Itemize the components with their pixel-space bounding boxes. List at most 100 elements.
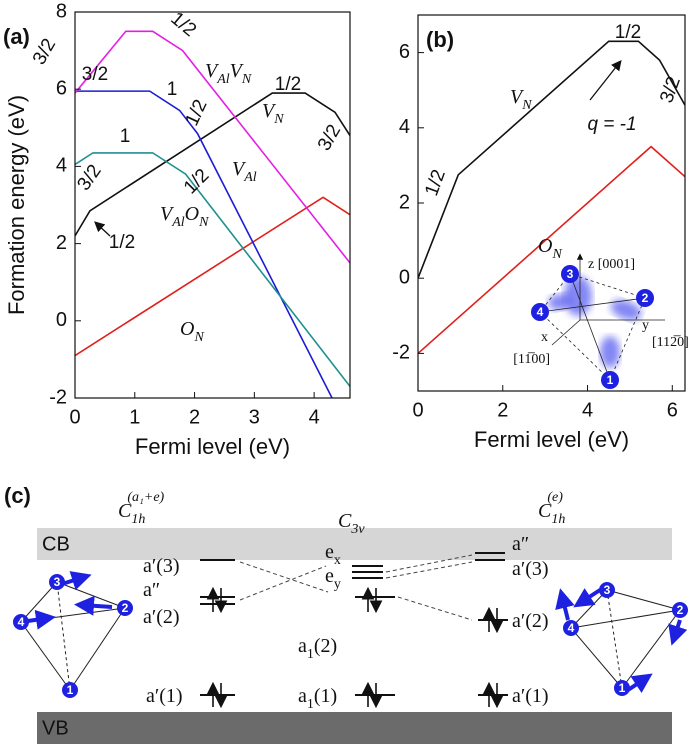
axis-direction: [11̅00] bbox=[513, 352, 550, 367]
displacement bbox=[555, 588, 575, 621]
correlation bbox=[385, 561, 473, 579]
series-label-part: N bbox=[193, 330, 204, 345]
x-axis-label: Fermi level (eV) bbox=[135, 434, 290, 459]
header-sup: (a₁+e) bbox=[127, 490, 164, 505]
series-label-part: V bbox=[205, 60, 220, 82]
atom-number: 3 bbox=[567, 267, 574, 281]
series-label-part: N bbox=[521, 98, 532, 113]
atom-number: 4 bbox=[18, 615, 25, 629]
series-label: VN bbox=[510, 86, 532, 113]
level-label: a′(1) bbox=[512, 685, 549, 707]
atom-number: 2 bbox=[677, 603, 684, 617]
series-label-part: V bbox=[230, 60, 245, 82]
annotation: 3/2 bbox=[29, 35, 60, 68]
level-label-part: a′(1) bbox=[512, 685, 549, 707]
series-line bbox=[418, 40, 685, 279]
bond bbox=[20, 581, 58, 623]
atom-number: 1 bbox=[619, 681, 626, 695]
y-tick-label: 6 bbox=[399, 41, 410, 63]
level-label-part: 1 bbox=[307, 697, 314, 712]
atom bbox=[563, 620, 579, 636]
annotation: 1/2 bbox=[181, 96, 211, 129]
level-label-part: a″ bbox=[143, 579, 160, 601]
annotation: 1 bbox=[167, 79, 178, 100]
annotation: 1/2 bbox=[180, 165, 214, 199]
arrow bbox=[589, 59, 622, 101]
annotation: 3/2 bbox=[314, 121, 345, 154]
header-part: 1h bbox=[131, 512, 145, 527]
atom-number: 2 bbox=[642, 291, 649, 305]
axis-direction: x bbox=[541, 330, 548, 345]
header: C3v bbox=[338, 510, 365, 537]
atom-number: 3 bbox=[54, 575, 61, 589]
series-label-part: V bbox=[232, 158, 247, 180]
level-label-part: a bbox=[298, 685, 307, 707]
level-label-part: 1 bbox=[307, 647, 314, 662]
series-label: VAl bbox=[232, 158, 257, 185]
series-label-part: N bbox=[273, 112, 284, 127]
level-label-part: a′(1) bbox=[146, 685, 183, 707]
bond bbox=[606, 589, 681, 611]
atom bbox=[531, 303, 549, 321]
series-label-part: Al bbox=[243, 170, 257, 185]
atom bbox=[561, 265, 579, 283]
level-label: ex bbox=[325, 541, 341, 568]
bond bbox=[570, 627, 623, 689]
displacement bbox=[668, 619, 688, 646]
header: C1h (a₁+e) bbox=[118, 490, 165, 527]
series-label: VAlON bbox=[160, 203, 209, 230]
orbital-lobe bbox=[610, 299, 642, 321]
bond bbox=[69, 607, 126, 691]
level-label-part: y bbox=[334, 577, 341, 592]
atom bbox=[117, 600, 133, 616]
x-tick-label: 0 bbox=[412, 399, 423, 421]
series-label: VAlVN bbox=[205, 60, 252, 87]
y-tick-label: 4 bbox=[399, 116, 410, 138]
level-label-part: e bbox=[325, 565, 334, 587]
atom bbox=[13, 614, 29, 630]
header: C1h (e) bbox=[538, 490, 565, 527]
plot-frame bbox=[417, 14, 686, 392]
y-tick-label: 0 bbox=[56, 309, 67, 331]
series-line bbox=[75, 30, 350, 264]
bond bbox=[569, 273, 646, 299]
level-label: a″ bbox=[143, 579, 160, 601]
level-label-part: a′(3) bbox=[512, 558, 549, 580]
series-line bbox=[75, 196, 350, 357]
level-label: a″ bbox=[512, 533, 529, 555]
arrow bbox=[94, 221, 111, 237]
header-part: 1h bbox=[551, 512, 565, 527]
panel-label: (a) bbox=[3, 24, 30, 49]
atom bbox=[672, 602, 688, 618]
axis-x bbox=[551, 319, 581, 346]
series-label-part: V bbox=[510, 86, 525, 108]
atom bbox=[49, 574, 65, 590]
level-label-part: a′(3) bbox=[143, 555, 180, 577]
series-label-part: O bbox=[185, 203, 199, 225]
series-line bbox=[75, 92, 350, 237]
atom-number: 3 bbox=[604, 583, 611, 597]
orbital-lobe bbox=[600, 336, 620, 368]
atom bbox=[599, 582, 615, 598]
header-part: C bbox=[118, 500, 132, 522]
annotation: 1/2 bbox=[615, 22, 641, 43]
annotation: 3/2 bbox=[656, 74, 685, 106]
y-tick-label: 2 bbox=[56, 232, 67, 254]
level-label: a′(2) bbox=[143, 606, 180, 628]
level-label-part: a′(2) bbox=[143, 606, 180, 628]
conduction-band bbox=[37, 528, 672, 560]
level-label-part: (1) bbox=[314, 685, 337, 707]
level-label: a′(3) bbox=[512, 558, 549, 580]
panel-label: (b) bbox=[426, 27, 454, 52]
level-label-part: a′(2) bbox=[512, 610, 549, 632]
bond bbox=[570, 609, 681, 629]
bond bbox=[56, 581, 71, 691]
level-label: a′(2) bbox=[512, 610, 549, 632]
atom bbox=[62, 682, 78, 698]
displacement bbox=[74, 595, 113, 616]
y-tick-label: 8 bbox=[56, 0, 67, 22]
level-label: ey bbox=[325, 565, 341, 592]
x-tick-label: 0 bbox=[69, 406, 80, 428]
bond bbox=[539, 297, 646, 313]
